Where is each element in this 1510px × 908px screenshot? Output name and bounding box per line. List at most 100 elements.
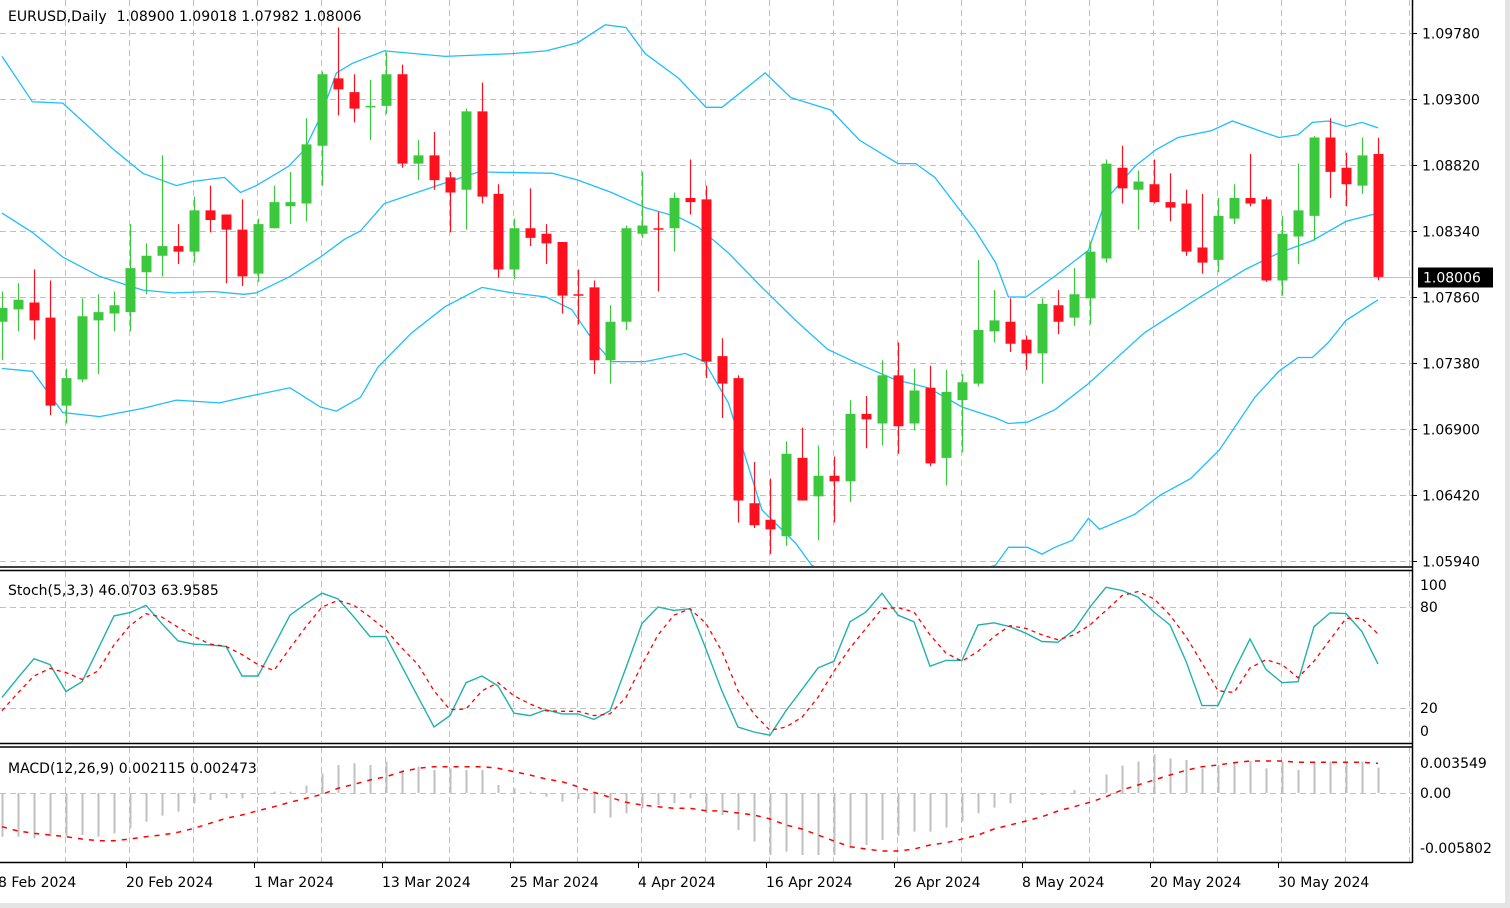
chart-title: EURUSD,Daily 1.08900 1.09018 1.07982 1.08… (8, 9, 362, 25)
candle-body (541, 233, 552, 244)
bearish-candle (205, 185, 216, 233)
candle-body (1213, 215, 1224, 260)
price-axis-label: 1.06900 (1422, 423, 1480, 439)
bearish-candle (45, 280, 56, 416)
stoch-signal-line (1, 590, 1379, 732)
bullish-candle (269, 185, 280, 229)
bearish-candle (221, 214, 232, 284)
candle-body (909, 390, 920, 424)
candle-body (1117, 167, 1128, 189)
candle-body (1037, 303, 1048, 354)
bullish-candle (781, 441, 792, 546)
candle-body (1133, 181, 1144, 190)
candle-body (61, 378, 72, 406)
grid (0, 0, 1412, 862)
candle-body (397, 74, 408, 164)
bearish-candle (1245, 154, 1256, 207)
candle-body (573, 294, 584, 296)
candle-body (813, 475, 824, 497)
bearish-candle (445, 171, 456, 233)
candle-body (1053, 305, 1064, 322)
candle-body (1245, 198, 1256, 204)
candle-body (157, 246, 168, 256)
candle-body (1341, 167, 1352, 185)
bullish-candle (285, 171, 296, 225)
bearish-candle (861, 396, 872, 449)
macd-panel (1, 754, 1380, 855)
candles (0, 27, 1384, 555)
macd-axis-label: -0.005802 (1420, 841, 1492, 857)
candle-body (125, 268, 136, 313)
bullish-candle (61, 368, 72, 424)
bullish-candle (317, 71, 328, 186)
bullish-candle (637, 171, 648, 238)
date-axis-label: 1 Mar 2024 (254, 875, 334, 891)
macd-signal-line (1, 760, 1379, 852)
bearish-candle (1005, 298, 1016, 352)
bearish-candle (653, 211, 664, 292)
stoch-axis-label: 0 (1420, 724, 1429, 740)
candle-body (1325, 137, 1336, 172)
bullish-candle (1357, 137, 1368, 194)
bearish-candle (573, 269, 584, 325)
bullish-candle (973, 259, 984, 387)
bearish-candle (29, 269, 40, 340)
bearish-candle (589, 280, 600, 374)
bearish-candle (349, 74, 360, 123)
candle-body (429, 155, 440, 181)
candle-body (557, 242, 568, 296)
stochastic-panel (1, 586, 1379, 736)
bearish-candle (765, 478, 776, 555)
stoch-title: Stoch(5,3,3) 46.0703 63.9585 (8, 583, 219, 599)
candle-body (989, 320, 1000, 332)
candle-body (45, 317, 56, 406)
candle-body (1149, 184, 1160, 203)
bullish-candle (13, 283, 24, 332)
candle-body (445, 177, 456, 193)
price-axis-label: 1.08820 (1422, 159, 1480, 175)
bullish-candle (621, 225, 632, 330)
candle-body (605, 321, 616, 361)
bullish-candle (253, 218, 264, 282)
candle-body (765, 519, 776, 530)
ohlc-values: 1.08900 1.09018 1.07982 1.08006 (117, 9, 362, 25)
current-price-label: 1.08006 (1423, 271, 1481, 287)
candle-body (493, 193, 504, 270)
bearish-candle (797, 427, 808, 501)
bearish-candle (541, 224, 552, 264)
candle-body (717, 356, 728, 384)
window-edge-bottom (0, 903, 1510, 908)
bullish-candle (413, 140, 424, 181)
candle-body (0, 308, 8, 322)
macd-axis-label: 0.00 (1420, 786, 1451, 802)
candle-body (1373, 154, 1384, 277)
bearish-candle (1149, 159, 1160, 204)
price-axis-label: 1.09300 (1422, 93, 1480, 109)
candle-body (1021, 339, 1032, 354)
candle-body (1357, 155, 1368, 186)
bearish-candle (477, 82, 488, 204)
bullish-candle (877, 360, 888, 446)
bearish-candle (925, 365, 936, 467)
candle-body (509, 228, 520, 270)
candle-body (413, 155, 424, 164)
bullish-candle (189, 196, 200, 263)
date-axis-label: 20 May 2024 (1150, 875, 1241, 891)
price-axis-label: 1.05940 (1422, 555, 1480, 571)
candle-body (973, 330, 984, 384)
bearish-candle (1373, 137, 1384, 281)
candle-body (957, 382, 968, 401)
candle-body (381, 74, 392, 106)
date-axis-label: 16 Apr 2024 (766, 875, 853, 891)
bullish-candle (509, 218, 520, 280)
bearish-candle (397, 64, 408, 168)
candle-body (221, 214, 232, 230)
bearish-candle (1165, 173, 1176, 222)
candle-body (1165, 202, 1176, 208)
bullish-candle (1133, 170, 1144, 230)
bearish-candle (1053, 290, 1064, 335)
candle-body (1069, 294, 1080, 318)
bullish-candle (845, 400, 856, 502)
price-axis-label: 1.08340 (1422, 225, 1480, 241)
